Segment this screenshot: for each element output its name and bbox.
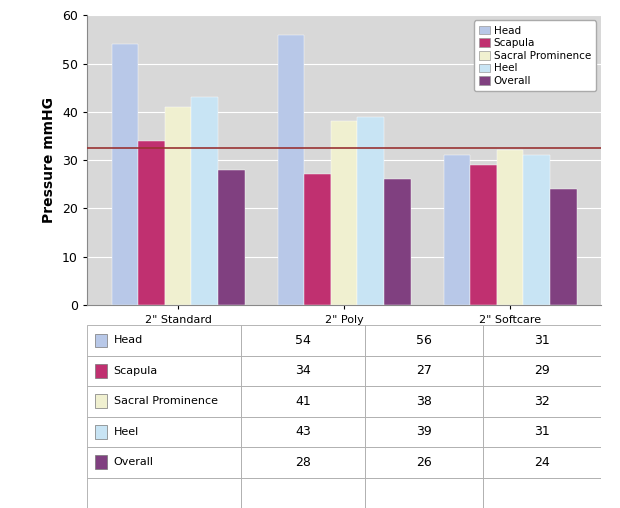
Bar [365, 417, 483, 447]
Bar [357, 117, 384, 305]
Bar [94, 334, 107, 347]
Text: Scapula: Scapula [113, 366, 158, 376]
Bar [87, 386, 241, 417]
Bar [497, 150, 523, 305]
Text: 32: 32 [534, 395, 550, 408]
Text: 24: 24 [534, 456, 550, 469]
Bar [241, 478, 365, 508]
Text: 34: 34 [295, 364, 311, 377]
Bar [218, 170, 244, 305]
Text: 29: 29 [534, 364, 550, 377]
Text: 27: 27 [416, 364, 432, 377]
Bar [550, 189, 577, 305]
Text: 31: 31 [534, 425, 550, 438]
Text: 43: 43 [295, 425, 311, 438]
Text: Head: Head [113, 335, 143, 345]
Text: Overall: Overall [113, 457, 154, 467]
Bar [444, 155, 470, 305]
Legend: Head, Scapula, Sacral Prominence, Heel, Overall: Head, Scapula, Sacral Prominence, Heel, … [474, 20, 596, 91]
Bar [94, 455, 107, 469]
Bar [241, 386, 365, 417]
Bar [331, 121, 357, 305]
Bar [384, 179, 410, 305]
Text: 26: 26 [416, 456, 432, 469]
Bar [87, 447, 241, 478]
Bar [304, 175, 331, 305]
Bar [483, 447, 601, 478]
Bar [523, 155, 550, 305]
Bar [87, 356, 241, 386]
Bar [470, 165, 497, 305]
Bar [241, 417, 365, 447]
Text: Heel: Heel [113, 427, 139, 437]
Bar [278, 35, 304, 305]
Bar [241, 356, 365, 386]
Bar [365, 447, 483, 478]
Y-axis label: Pressure mmHG: Pressure mmHG [42, 97, 56, 223]
Bar [241, 325, 365, 356]
Bar [87, 325, 241, 356]
Bar [94, 425, 107, 439]
Text: 56: 56 [416, 334, 432, 347]
Bar [483, 386, 601, 417]
Bar [165, 107, 192, 305]
Bar [365, 386, 483, 417]
Bar [87, 417, 241, 447]
Bar [94, 364, 107, 378]
Text: 38: 38 [416, 395, 432, 408]
Bar [483, 356, 601, 386]
Text: 54: 54 [295, 334, 311, 347]
Bar [87, 478, 241, 508]
Bar [241, 447, 365, 478]
Text: 28: 28 [295, 456, 311, 469]
Text: 41: 41 [295, 395, 311, 408]
Bar [365, 325, 483, 356]
Bar [192, 98, 218, 305]
Bar [483, 325, 601, 356]
Bar [94, 394, 107, 408]
Bar [138, 141, 165, 305]
Bar [483, 478, 601, 508]
Text: 39: 39 [416, 425, 432, 438]
Bar [483, 417, 601, 447]
Bar [365, 478, 483, 508]
Bar [365, 356, 483, 386]
Text: 31: 31 [534, 334, 550, 347]
Text: Sacral Prominence: Sacral Prominence [113, 396, 218, 406]
Bar [112, 44, 138, 305]
